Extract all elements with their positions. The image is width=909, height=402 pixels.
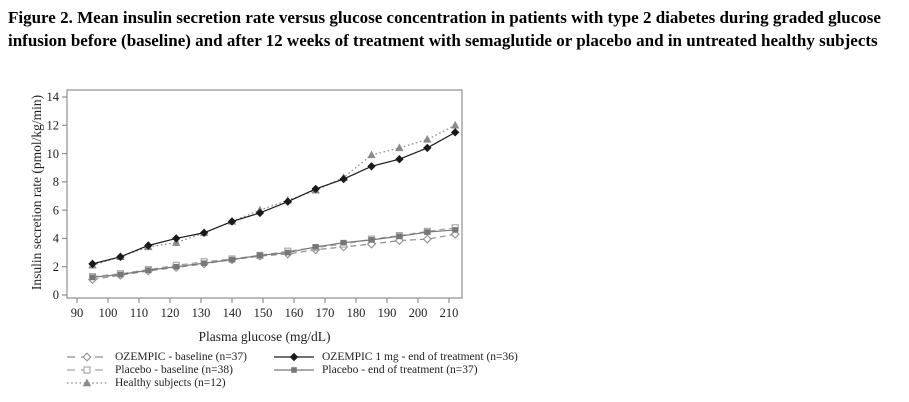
square-marker-icon xyxy=(291,366,297,373)
series-line xyxy=(92,124,456,266)
x-tick-label: 150 xyxy=(254,306,273,320)
x-tick-label: 110 xyxy=(130,306,148,320)
legend-label: Healthy subjects (n=12) xyxy=(115,376,226,389)
legend-item-healthy-subjects-n-12: Healthy subjects (n=12) xyxy=(66,377,273,389)
y-tick-label: 4 xyxy=(53,232,60,246)
diamond-marker-icon xyxy=(289,352,299,361)
legend-row: Placebo - baseline (n=38) Placebo - end o… xyxy=(66,363,518,376)
x-tick-label: 210 xyxy=(440,306,459,320)
x-tick-label: 180 xyxy=(347,306,366,320)
legend-item-ozempic-baseline-n-37: OZEMPIC - baseline (n=37) xyxy=(66,351,273,363)
insulin-secretion-line-chart: 0 2 4 6 8 10 12 14 90 100 110 120 130 140 150 160 170 180… xyxy=(29,89,463,344)
legend-marker-icon xyxy=(274,366,314,373)
legend-row: OZEMPIC - baseline (n=37) OZEMPIC 1 mg - … xyxy=(66,350,518,363)
x-axis: 90 100 110 120 130 140 150 160 170 180 190 200 210 xyxy=(71,298,459,320)
diamond-marker-icon xyxy=(199,228,209,237)
series-placebo-end-of-treatment-n-37 xyxy=(89,227,458,281)
y-axis-title: Insulin secretion rate (pmol/kg/min) xyxy=(29,95,44,290)
series-healthy-subjects-n-12 xyxy=(88,120,460,269)
x-tick-label: 170 xyxy=(316,306,335,320)
legend-label: Placebo - baseline (n=38) xyxy=(115,363,233,376)
legend-marker-icon xyxy=(274,352,314,361)
diamond-marker-icon xyxy=(339,174,348,184)
square-marker-icon xyxy=(285,249,291,256)
x-tick-label: 190 xyxy=(378,306,397,320)
x-tick-label: 200 xyxy=(409,306,428,320)
square-marker-icon xyxy=(257,252,263,259)
triangle-marker-icon xyxy=(395,143,404,152)
square-marker-icon xyxy=(340,239,347,246)
diamond-marker-icon xyxy=(144,241,153,250)
open-square-marker-icon xyxy=(83,365,91,374)
x-tick-label: 160 xyxy=(285,306,304,320)
triangle-marker-icon xyxy=(367,150,376,159)
diamond-marker-icon xyxy=(116,252,125,262)
diamond-marker-icon xyxy=(423,143,432,153)
diamond-marker-icon xyxy=(367,162,376,171)
series-ozempic-1-mg-end-of-treatment-n-36 xyxy=(88,128,460,269)
y-tick-label: 10 xyxy=(47,147,60,161)
square-marker-icon xyxy=(201,260,207,266)
square-marker-icon xyxy=(396,233,403,240)
series-line xyxy=(92,233,456,281)
series-placebo-baseline-n-38 xyxy=(88,224,459,281)
x-axis-title: Plasma glucose (mg/dL) xyxy=(199,329,331,344)
x-tick-label: 90 xyxy=(71,306,84,320)
legend-label: OZEMPIC - baseline (n=37) xyxy=(115,350,248,363)
legend-marker-icon xyxy=(67,351,107,362)
legend-row: Healthy subjects (n=12) xyxy=(66,376,518,389)
figure-title: Figure 2. Mean insulin secretion rate ve… xyxy=(8,8,881,50)
legend-marker-icon xyxy=(67,378,107,386)
diamond-marker-icon xyxy=(283,197,292,206)
legend-item-placebo-end-of-treatment-n-37: Placebo - end of treatment (n=37) xyxy=(273,364,478,376)
diamond-marker-icon xyxy=(227,217,237,226)
legend-label: OZEMPIC 1 mg - end of treatment (n=36) xyxy=(322,350,518,363)
triangle-marker-icon xyxy=(451,120,460,129)
diamond-marker-icon xyxy=(311,184,320,194)
y-tick-label: 12 xyxy=(47,118,60,132)
y-tick-label: 6 xyxy=(53,203,59,217)
square-marker-icon xyxy=(312,244,319,250)
chart-legend: OZEMPIC - baseline (n=37) OZEMPIC 1 mg - … xyxy=(66,350,518,389)
series-line xyxy=(92,131,456,265)
diamond-marker-icon xyxy=(395,155,404,164)
x-tick-label: 100 xyxy=(99,306,118,320)
square-marker-icon xyxy=(229,256,235,263)
x-tick-label: 120 xyxy=(161,306,180,320)
square-marker-icon xyxy=(89,274,96,281)
square-marker-icon xyxy=(173,263,179,270)
legend-item-ozempic-1-mg-end-of-treatment-n-36: OZEMPIC 1 mg - end of treatment (n=36) xyxy=(273,351,518,363)
square-marker-icon xyxy=(424,229,431,235)
y-tick-label: 8 xyxy=(53,175,59,189)
square-marker-icon xyxy=(368,237,375,243)
series-line xyxy=(92,229,456,278)
x-tick-label: 140 xyxy=(223,306,242,320)
diamond-marker-icon xyxy=(451,128,460,137)
legend-marker-icon xyxy=(67,365,107,374)
legend-item-placebo-baseline-n-38: Placebo - baseline (n=38) xyxy=(66,364,273,376)
diamond-marker-icon xyxy=(255,208,265,218)
square-marker-icon xyxy=(452,227,458,233)
series-line xyxy=(92,227,456,278)
y-tick-label: 2 xyxy=(53,260,59,274)
square-marker-icon xyxy=(145,267,152,274)
y-tick-label: 0 xyxy=(53,288,59,302)
series-ozempic-baseline-n-37 xyxy=(87,229,460,285)
triangle-marker-icon xyxy=(423,135,432,143)
open-diamond-marker-icon xyxy=(422,234,432,244)
square-marker-icon xyxy=(117,271,124,278)
legend-label: Placebo - end of treatment (n=37) xyxy=(322,363,478,376)
triangle-marker-icon xyxy=(82,378,92,386)
diamond-marker-icon xyxy=(172,234,181,243)
y-axis: 0 2 4 6 8 10 12 14 xyxy=(47,90,67,302)
plot-frame xyxy=(66,89,463,299)
x-tick-label: 130 xyxy=(192,306,211,320)
y-tick-label: 14 xyxy=(47,90,60,104)
open-diamond-marker-icon xyxy=(82,351,92,362)
